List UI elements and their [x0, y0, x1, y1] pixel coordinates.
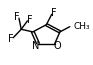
Text: F: F — [8, 34, 14, 44]
Text: CH₃: CH₃ — [73, 22, 90, 31]
Text: F: F — [14, 12, 20, 22]
Text: O: O — [54, 41, 61, 51]
Text: F: F — [27, 15, 32, 25]
Text: N: N — [32, 41, 39, 51]
Text: F: F — [51, 8, 57, 18]
